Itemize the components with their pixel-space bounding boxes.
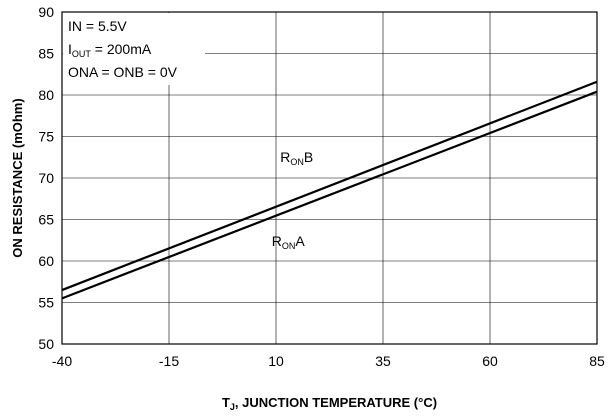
y-tick-label: 60 bbox=[38, 253, 54, 269]
x-tick-label: -40 bbox=[52, 353, 72, 369]
x-tick-label: 35 bbox=[375, 353, 391, 369]
y-tick-labels: 50 55 60 65 70 75 80 85 90 bbox=[38, 4, 54, 352]
x-tick-label: 10 bbox=[268, 353, 284, 369]
y-tick-label: 90 bbox=[38, 4, 54, 20]
y-tick-label: 80 bbox=[38, 87, 54, 103]
series-line-a bbox=[61, 90, 598, 300]
y-tick-label: 50 bbox=[38, 336, 54, 352]
series-label-ronb: RONB bbox=[280, 149, 313, 167]
series-line-b bbox=[61, 80, 598, 292]
y-tick-label: 70 bbox=[38, 170, 54, 186]
conditions-box bbox=[63, 13, 205, 85]
y-tick-label: 85 bbox=[38, 46, 54, 62]
condition-line-3: ONA = ONB = 0V bbox=[68, 64, 178, 80]
x-axis-title: TJ, JUNCTION TEMPERATURE (°C) bbox=[222, 395, 437, 412]
conditions-text: IN = 5.5V IOUT = 200mA ONA = ONB = 0V bbox=[68, 18, 178, 80]
condition-line-2: IOUT = 200mA bbox=[68, 41, 152, 59]
x-tick-label: -15 bbox=[159, 353, 179, 369]
y-axis-title: ON RESISTANCE (mOhm) bbox=[10, 98, 25, 257]
plot-frame bbox=[61, 11, 598, 345]
x-tick-labels: -40 -15 10 35 60 85 bbox=[52, 353, 605, 369]
x-tick-label: 85 bbox=[589, 353, 605, 369]
y-tick-label: 75 bbox=[38, 129, 54, 145]
y-tick-label: 55 bbox=[38, 295, 54, 311]
y-tick-label: 65 bbox=[38, 212, 54, 228]
series-group: RONB RONA bbox=[61, 80, 598, 300]
series-label-rona: RONA bbox=[272, 233, 306, 251]
x-tick-label: 60 bbox=[482, 353, 498, 369]
condition-line-1: IN = 5.5V bbox=[68, 18, 127, 34]
